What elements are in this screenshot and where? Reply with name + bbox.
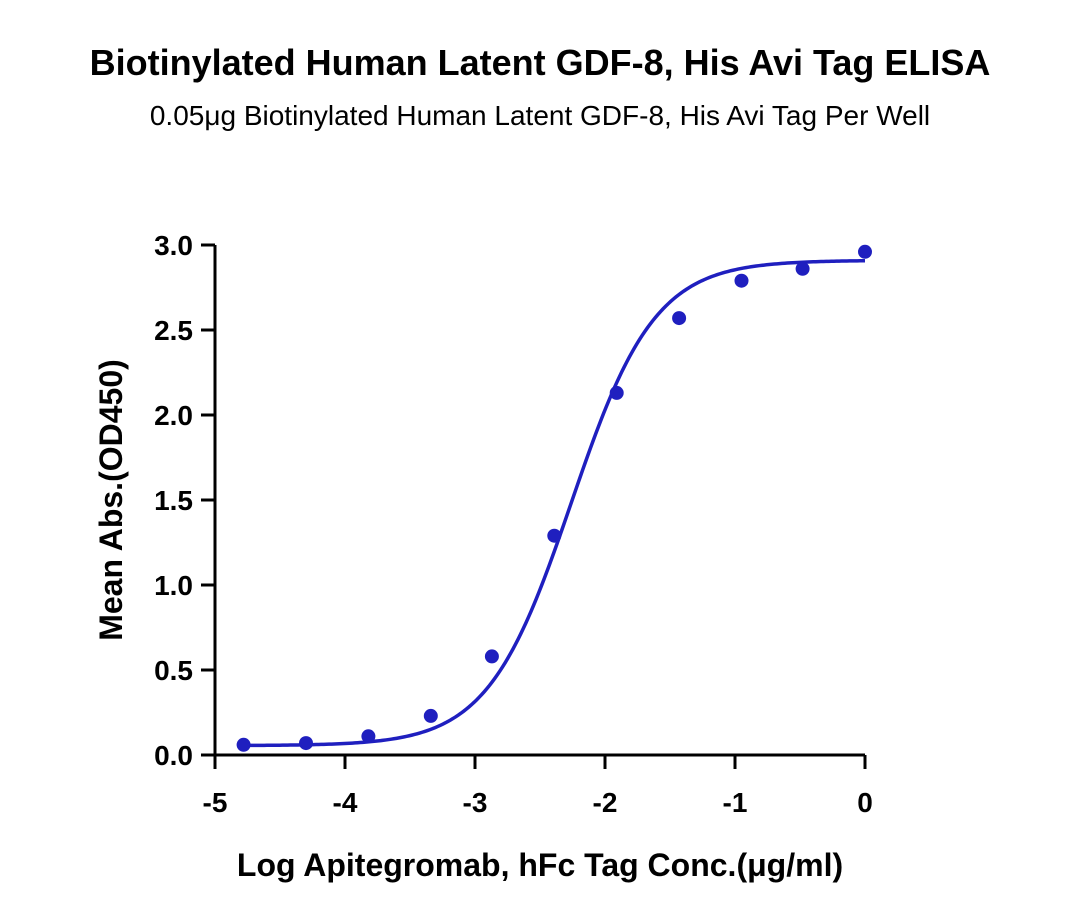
y-tick-label: 3.0 — [154, 230, 193, 261]
data-point — [361, 729, 376, 744]
data-point — [672, 311, 687, 326]
data-point — [236, 737, 251, 752]
fit-curve-layer — [243, 258, 866, 748]
fit-curve — [243, 258, 866, 748]
x-tick-label: -4 — [333, 787, 358, 818]
x-tick-label: -2 — [593, 787, 618, 818]
y-tick-label: 2.0 — [154, 400, 193, 431]
data-point — [423, 708, 438, 723]
data-point — [734, 273, 749, 288]
x-tick-label: 0 — [857, 787, 873, 818]
axes: 0.0 0.5 1.0 1.5 2.0 2.5 3.0 -5 -4 -3 -2 -1 0 — [154, 230, 873, 818]
y-axis-title: Mean Abs.(OD450) — [93, 359, 129, 641]
y-tick-label: 2.5 — [154, 315, 193, 346]
x-tick-label: -5 — [203, 787, 228, 818]
y-tick-label: 1.0 — [154, 570, 193, 601]
y-tick-label: 0.5 — [154, 655, 193, 686]
chart-subtitle: 0.05μg Biotinylated Human Latent GDF-8, … — [149, 100, 931, 131]
x-tick-label: -3 — [463, 787, 488, 818]
x-tick-label: -1 — [723, 787, 748, 818]
data-point — [795, 261, 810, 276]
data-point — [299, 736, 313, 751]
data-points-layer — [236, 244, 872, 752]
data-point — [484, 649, 499, 664]
data-point — [547, 528, 562, 543]
data-point — [609, 385, 624, 400]
chart-title: Biotinylated Human Latent GDF-8, His Avi… — [89, 42, 991, 83]
x-axis-title: Log Apitegromab, hFc Tag Conc.(μg/ml) — [237, 847, 843, 883]
y-tick-label: 0.0 — [154, 740, 193, 771]
data-point — [858, 244, 872, 259]
y-tick-label: 1.5 — [154, 485, 193, 516]
